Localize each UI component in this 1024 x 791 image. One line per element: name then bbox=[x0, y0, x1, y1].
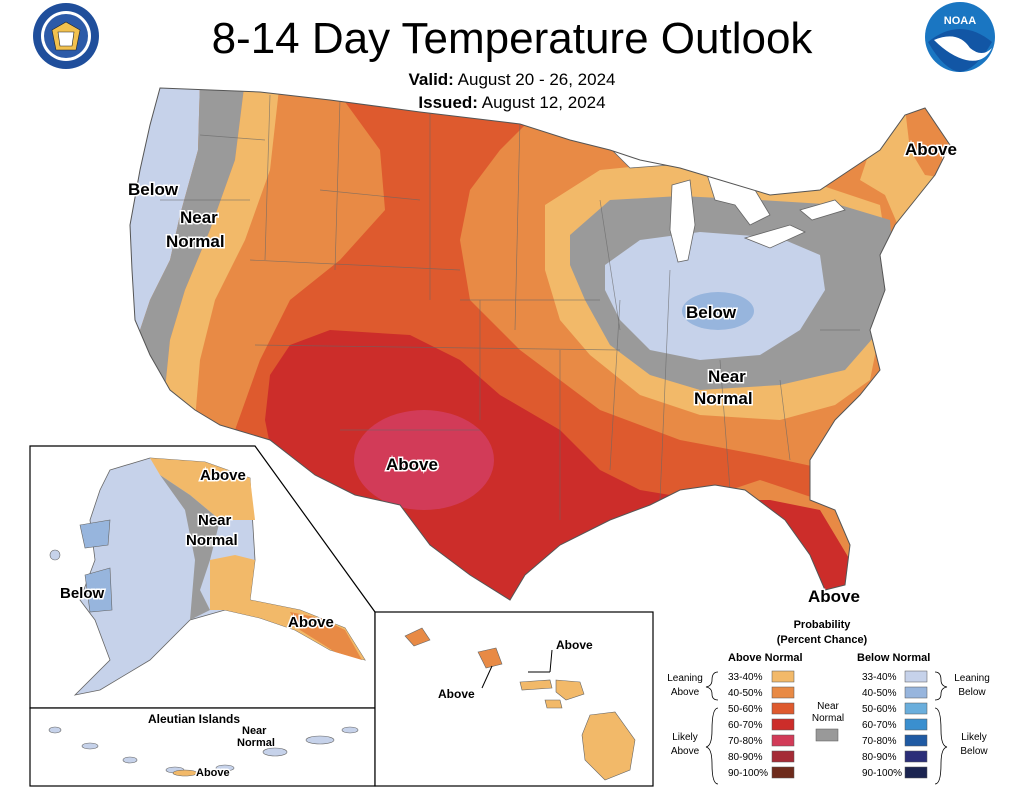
legend-below-header: Below Normal bbox=[857, 652, 930, 664]
label-hawaii-above-right: Above bbox=[556, 638, 593, 652]
legend: Probability (Percent Chance) Above Norma… bbox=[667, 619, 990, 785]
label-east-near-2: Normal bbox=[694, 389, 753, 408]
legend-above-item-swatch bbox=[771, 750, 795, 763]
legend-below-item-label: 90-100% bbox=[862, 768, 902, 779]
label-aleutian-above: Above bbox=[196, 767, 230, 779]
legend-below-item-swatch bbox=[904, 686, 928, 699]
map-labels: Below Near Normal Above Below Near Norma… bbox=[59, 139, 959, 781]
legend-title-2: (Percent Chance) bbox=[777, 634, 868, 646]
label-florida-above: Above bbox=[808, 587, 860, 606]
legend-below-item-swatch bbox=[904, 670, 928, 683]
legend-below-item-label: 40-50% bbox=[862, 688, 897, 699]
legend-above-item-label: 90-100% bbox=[728, 768, 768, 779]
legend-below-item-swatch bbox=[904, 734, 928, 747]
legend-leaning-below-2: Below bbox=[958, 687, 986, 698]
legend-below-item-label: 70-80% bbox=[862, 736, 897, 747]
label-hawaii-above-left: Above bbox=[438, 687, 475, 701]
legend-above-item-swatch bbox=[771, 718, 795, 731]
label-aleutian-title: Aleutian Islands bbox=[148, 712, 240, 726]
label-alaska-southeast-above: Above bbox=[288, 614, 334, 631]
legend-above-item-label: 70-80% bbox=[728, 736, 763, 747]
valid-line: Valid: August 20 - 26, 2024 bbox=[0, 70, 1024, 90]
label-west-near-2: Normal bbox=[166, 232, 225, 251]
legend-above-item-swatch bbox=[771, 670, 795, 683]
legend-above-item-swatch bbox=[771, 734, 795, 747]
legend-above-list: 33-40% 40-50% 50-60% 60-70% 70-80% 80-90% 90-1… bbox=[728, 670, 795, 779]
label-alaska-west-below: Below bbox=[60, 585, 105, 602]
legend-likely-above-1: Likely bbox=[672, 732, 698, 743]
legend-likely-below-1: Likely bbox=[961, 732, 987, 743]
legend-above-item-label: 33-40% bbox=[728, 672, 763, 683]
label-alaska-north-above: Above bbox=[200, 467, 246, 484]
svg-text:NOAA: NOAA bbox=[944, 15, 976, 27]
label-west-near-1: Near bbox=[180, 208, 218, 227]
legend-below-item-swatch bbox=[904, 766, 928, 779]
label-west-below: Below bbox=[128, 180, 179, 199]
legend-title-1: Probability bbox=[794, 619, 852, 631]
legend-below-item-label: 33-40% bbox=[862, 672, 897, 683]
issued-value: August 12, 2024 bbox=[481, 93, 606, 112]
legend-likely-above-2: Above bbox=[671, 746, 700, 757]
legend-above-header: Above Normal bbox=[728, 652, 803, 664]
commerce-seal-icon bbox=[33, 3, 99, 69]
legend-above-item-label: 50-60% bbox=[728, 704, 763, 715]
legend-below-item-swatch bbox=[904, 718, 928, 731]
legend-above-item-label: 60-70% bbox=[728, 720, 763, 731]
legend-leaning-below-1: Leaning bbox=[954, 673, 990, 684]
noaa-logo-icon: NOAA bbox=[925, 2, 995, 72]
legend-leaning-above-1: Leaning bbox=[667, 673, 703, 684]
legend-below-item-label: 60-70% bbox=[862, 720, 897, 731]
legend-above-item-label: 80-90% bbox=[728, 752, 763, 763]
alaska-inset bbox=[29, 445, 376, 709]
legend-near-1: Near bbox=[817, 701, 839, 712]
legend-leaning-above-2: Above bbox=[671, 687, 700, 698]
legend-near-swatch bbox=[815, 728, 839, 742]
aleutian-inset bbox=[29, 707, 376, 787]
legend-below-item-swatch bbox=[904, 702, 928, 715]
legend-below-item-label: 80-90% bbox=[862, 752, 897, 763]
label-alaska-near-2: Normal bbox=[186, 532, 238, 549]
legend-above-item-label: 40-50% bbox=[728, 688, 763, 699]
legend-below-item-label: 50-60% bbox=[862, 704, 897, 715]
legend-above-item-swatch bbox=[771, 766, 795, 779]
label-alaska-near-1: Near bbox=[198, 512, 232, 529]
legend-near-2: Normal bbox=[812, 713, 844, 724]
legend-above-item-swatch bbox=[771, 686, 795, 699]
legend-below-list: 33-40% 40-50% 50-60% 60-70% 70-80% 80-90% 90-1… bbox=[862, 670, 928, 779]
hawaii-inset bbox=[374, 611, 654, 787]
issued-label: Issued: bbox=[418, 93, 478, 112]
issued-line: Issued: August 12, 2024 bbox=[0, 93, 1024, 113]
label-southwest-above: Above bbox=[386, 455, 438, 474]
legend-likely-below-2: Below bbox=[960, 746, 988, 757]
label-east-near-1: Near bbox=[708, 367, 746, 386]
legend-above-item-swatch bbox=[771, 702, 795, 715]
label-ohio-below: Below bbox=[686, 303, 737, 322]
label-aleutian-near-2: Normal bbox=[237, 737, 275, 749]
valid-label: Valid: bbox=[408, 70, 454, 89]
valid-value: August 20 - 26, 2024 bbox=[457, 70, 616, 89]
label-northeast-above: Above bbox=[905, 140, 957, 159]
label-aleutian-near-1: Near bbox=[242, 725, 267, 737]
legend-below-item-swatch bbox=[904, 750, 928, 763]
us-outline bbox=[129, 87, 951, 601]
map-title: 8-14 Day Temperature Outlook bbox=[211, 14, 813, 63]
